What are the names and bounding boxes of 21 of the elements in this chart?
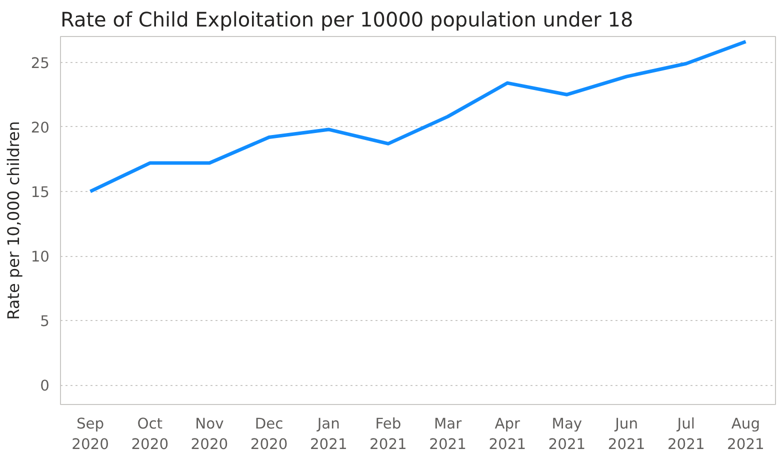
y-axis-title: Rate per 10,000 children [4, 121, 23, 320]
x-tick-label: Oct 2020 [131, 416, 169, 453]
x-tick-label: Dec 2020 [250, 416, 288, 453]
y-tick-label: 15 [30, 184, 50, 201]
x-tick-label: Mar 2021 [429, 416, 466, 453]
x-tick-label: May 2021 [548, 416, 586, 453]
y-tick-label: 0 [40, 378, 50, 395]
x-tick-label: Jan 2021 [310, 416, 348, 453]
y-tick-label: 10 [30, 248, 50, 266]
x-tick-label: Feb 2021 [370, 416, 407, 453]
x-tick-label: Jul 2021 [667, 416, 705, 453]
y-tick-label: 25 [30, 54, 50, 72]
line-series [88, 40, 748, 194]
chart-title: Rate of Child Exploitation per 10000 population under 18 [60, 8, 634, 32]
y-tick-label: 20 [30, 119, 50, 136]
y-tick-label: 5 [40, 313, 50, 330]
x-tick-label: Sep 2020 [72, 416, 109, 453]
x-tick-label: Aug 2021 [727, 416, 764, 453]
x-tick-label: Jun 2021 [608, 416, 646, 453]
x-tick-label: Nov 2020 [190, 416, 228, 453]
x-tick-label: Apr 2021 [488, 416, 526, 453]
